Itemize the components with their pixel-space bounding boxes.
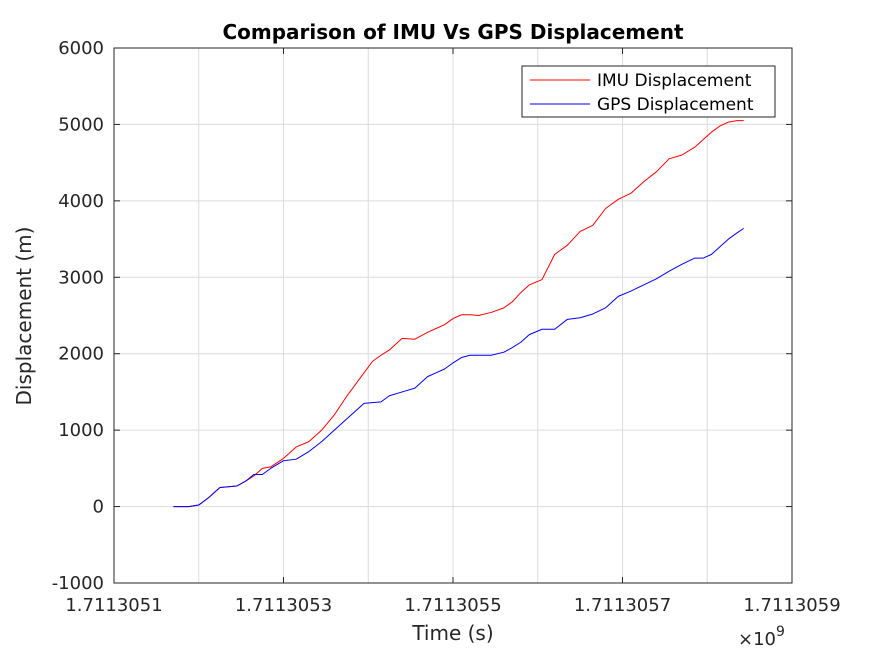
axes-layer xyxy=(113,47,793,584)
x-tick-label: 1.7113051 xyxy=(65,595,162,616)
legend-label-gps: GPS Displacement xyxy=(597,95,754,115)
series-line-imu xyxy=(173,120,744,508)
y-tick-label: 1000 xyxy=(58,420,104,441)
y-tick-label: 4000 xyxy=(58,191,104,212)
legend-box xyxy=(521,65,776,118)
grid-layer xyxy=(114,48,792,583)
y-tick-label: 0 xyxy=(93,497,104,518)
y-tick-label: 5000 xyxy=(58,114,104,135)
x-tick-label: 1.7113053 xyxy=(235,595,332,616)
x-axis-exponent: ×109 xyxy=(738,624,785,650)
x-axis-exponent-power: 9 xyxy=(776,624,785,640)
y-tick-label: -1000 xyxy=(52,573,104,594)
y-tick-label: 3000 xyxy=(58,267,104,288)
series-line-gps xyxy=(173,227,744,508)
legend: IMU Displacement GPS Displacement xyxy=(521,65,776,118)
tick-layer: 1.7113051 1.7113053 1.7113055 1.7113057 1.71… xyxy=(52,38,841,616)
series-layer xyxy=(173,120,744,508)
chart-title: Comparison of IMU Vs GPS Displacement xyxy=(222,20,683,44)
x-axis-exponent-base: ×10 xyxy=(738,629,776,650)
y-tick-label: 6000 xyxy=(58,38,104,59)
y-axis-label: Displacement (m) xyxy=(12,227,36,406)
x-tick-label: 1.7113055 xyxy=(404,595,501,616)
legend-label-imu: IMU Displacement xyxy=(597,71,752,91)
x-tick-label: 1.7113057 xyxy=(574,595,671,616)
x-axis-label: Time (s) xyxy=(411,621,493,645)
y-tick-label: 2000 xyxy=(58,344,104,365)
x-tick-label: 1.7113059 xyxy=(743,595,840,616)
